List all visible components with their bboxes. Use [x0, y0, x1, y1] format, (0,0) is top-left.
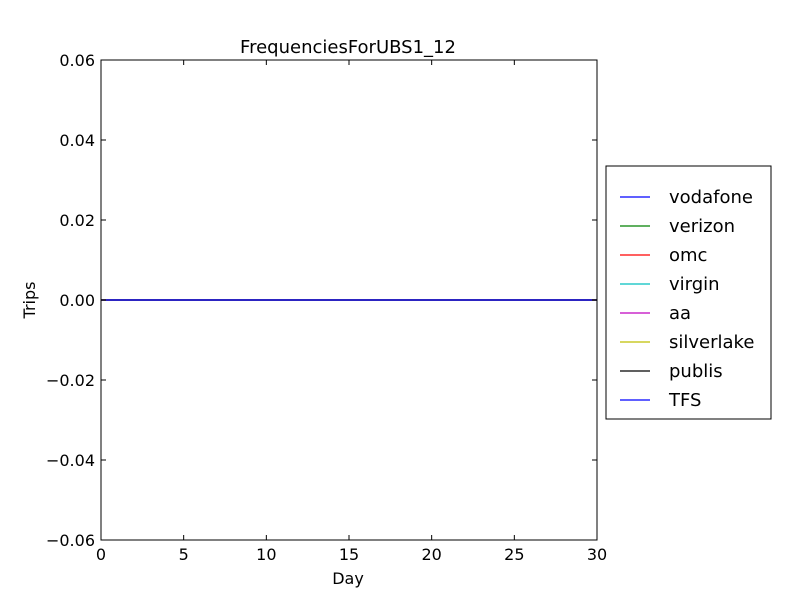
y-tick-label: 0.06 — [59, 51, 95, 70]
x-tick-label: 0 — [96, 545, 106, 564]
legend-box — [605, 165, 772, 420]
legend-label-virgin: virgin — [669, 274, 720, 295]
x-tick-label: 15 — [339, 545, 359, 564]
legend-label-TFS: TFS — [668, 390, 701, 411]
legend-label-verizon: verizon — [669, 216, 735, 237]
chart-title: FrequenciesForUBS1_12 — [240, 37, 456, 58]
legend-label-silverlake: silverlake — [669, 332, 754, 353]
y-tick-label: −0.02 — [46, 371, 95, 390]
y-tick-label: 0.00 — [59, 291, 95, 310]
y-tick-label: −0.06 — [46, 531, 95, 550]
y-tick-label: −0.04 — [46, 451, 95, 470]
legend-label-omc: omc — [669, 245, 707, 266]
legend: vodafone verizon omc virgin aa silverlake publ… — [605, 165, 772, 420]
plot-area: 0 5 10 15 20 25 30 0.06 0.04 0.02 0.00 −0.02 −0.04 −0… — [46, 51, 607, 564]
legend-label-aa: aa — [669, 303, 691, 324]
legend-label-vodafone: vodafone — [669, 187, 753, 208]
y-tick-label: 0.04 — [59, 131, 95, 150]
x-tick-label: 20 — [421, 545, 441, 564]
y-axis-label: Trips — [20, 282, 39, 320]
legend-label-publis: publis — [669, 361, 723, 382]
x-axis-label: Day — [332, 569, 364, 588]
y-tick-label: 0.02 — [59, 211, 95, 230]
x-tick-label: 5 — [179, 545, 189, 564]
x-tick-label: 30 — [587, 545, 607, 564]
x-tick-label: 10 — [256, 545, 276, 564]
x-tick-label: 25 — [504, 545, 524, 564]
